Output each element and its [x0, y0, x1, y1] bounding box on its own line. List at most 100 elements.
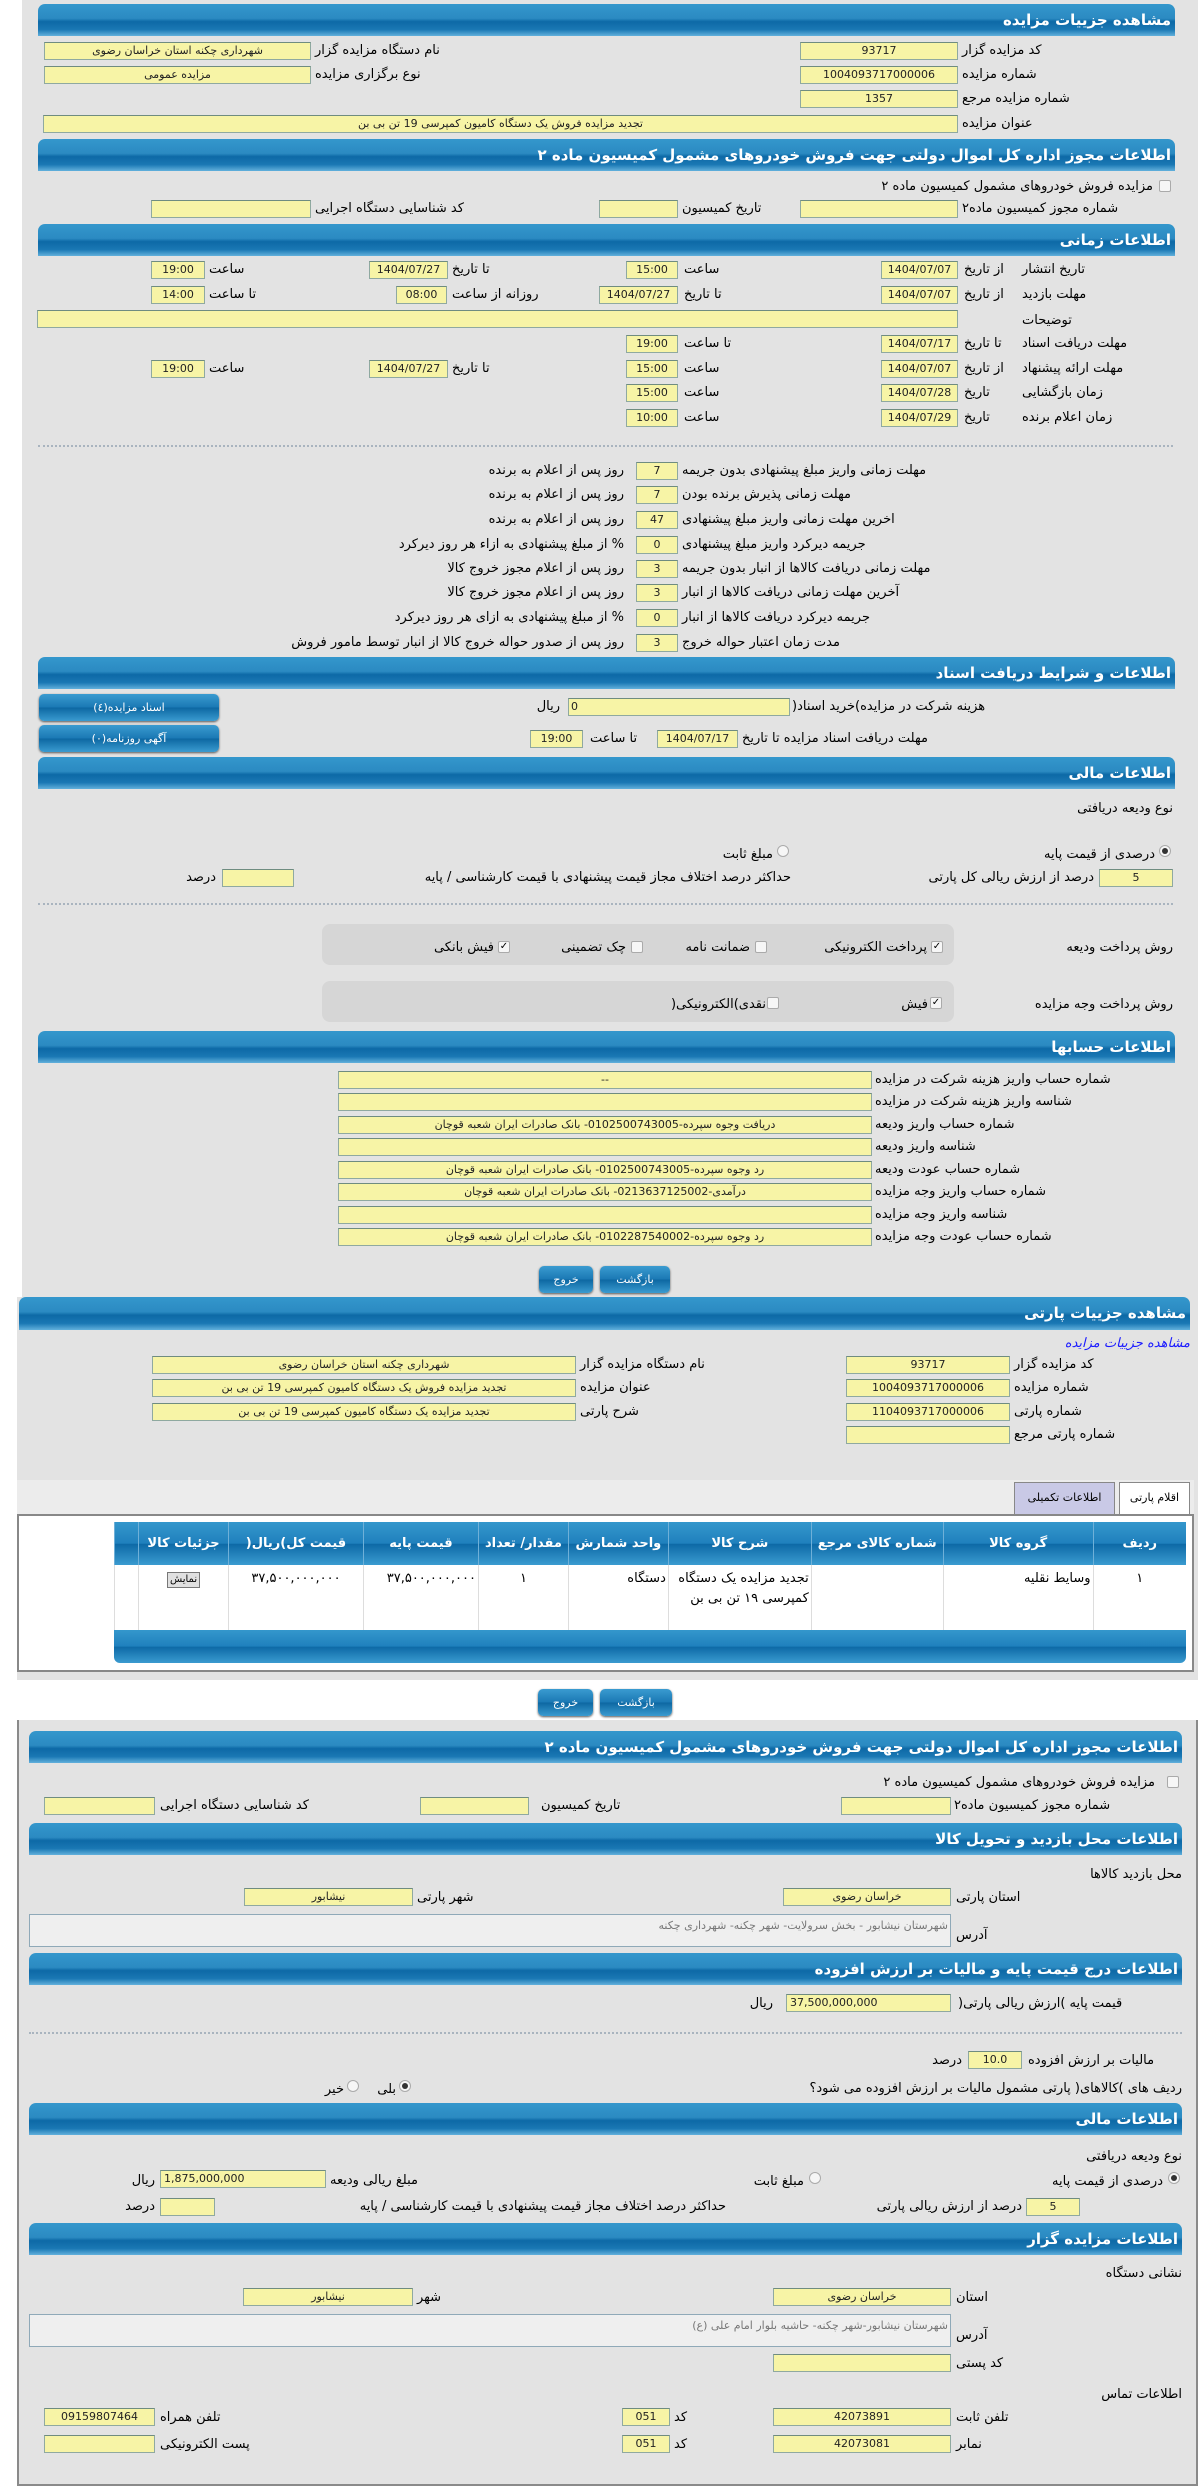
type-field[interactable]: مزایده عمومی — [44, 66, 311, 84]
mobile-field[interactable]: 09159807464 — [44, 2408, 155, 2426]
docs-to-field[interactable]: 1404/07/17 — [881, 335, 958, 353]
city-field[interactable]: نیشابور — [243, 2288, 413, 2306]
commission-date-field[interactable] — [599, 200, 678, 218]
doc-deadline-field[interactable]: 1404/07/17 — [657, 730, 738, 748]
visit-daily-to-field[interactable]: 14:00 — [151, 286, 205, 304]
offer-to-field[interactable]: 1404/07/27 — [369, 360, 448, 378]
permit2-checkbox[interactable] — [1167, 1776, 1179, 1788]
winner-time-field[interactable]: 10:00 — [626, 409, 678, 427]
org-field[interactable]: شهرداری چکنه استان خراسان رضوی — [44, 42, 311, 60]
visit-to-field[interactable]: 1404/07/27 — [599, 286, 678, 304]
max-diff-field[interactable] — [222, 869, 294, 887]
code-field[interactable]: 93717 — [800, 42, 958, 60]
deadline-field[interactable]: 0 — [636, 609, 678, 627]
permit-checkbox[interactable] — [1159, 180, 1171, 192]
vat-yes-radio[interactable] — [399, 2080, 411, 2092]
party-ref-field[interactable] — [846, 1426, 1010, 1444]
auction-docs-button[interactable]: اسناد مزایده(٤) — [39, 694, 219, 721]
deadline-field[interactable]: 47 — [636, 511, 678, 529]
back-button[interactable]: بازگشت — [600, 1266, 670, 1293]
electronic-checkbox[interactable]: ✓ — [931, 941, 943, 953]
publish-from-field[interactable]: 1404/07/07 — [881, 261, 958, 279]
auction-details-link[interactable]: مشاهده جزییات مزایده — [1064, 1336, 1190, 1351]
slip-checkbox[interactable]: ✓ — [930, 997, 942, 1009]
percent-radio[interactable] — [1168, 2172, 1180, 2184]
fax-field[interactable]: 42073081 — [773, 2435, 951, 2453]
max-diff-field[interactable] — [160, 2198, 215, 2216]
fixed-radio[interactable] — [777, 845, 789, 857]
tab-party-items[interactable]: اقلام پارتی — [1119, 1482, 1190, 1514]
cash-checkbox[interactable] — [767, 997, 779, 1009]
party-code-field[interactable]: 93717 — [846, 1356, 1010, 1374]
deposit-amount-field[interactable]: 1,875,000,000 — [160, 2170, 326, 2188]
province-field[interactable]: خراسان رضوی — [773, 2288, 951, 2306]
phone-field[interactable]: 42073891 — [773, 2408, 951, 2426]
back-button[interactable]: بازگشت — [600, 1689, 672, 1716]
account-field[interactable]: رد وجوه سپرده-0102287540002- بانک صادرات… — [338, 1228, 872, 1246]
party-province-field[interactable]: خراسان رضوی — [783, 1888, 951, 1906]
party-org-field[interactable]: شهرداری چکنه استان خراسان رضوی — [152, 1356, 576, 1374]
exit-button[interactable]: خروج — [538, 1689, 593, 1716]
deadline-field[interactable]: 0 — [636, 536, 678, 554]
deadline-field[interactable]: 7 — [636, 486, 678, 504]
deadline-field[interactable]: 7 — [636, 462, 678, 480]
fixed-radio[interactable] — [809, 2172, 821, 2184]
offer-to-time-field[interactable]: 19:00 — [151, 360, 205, 378]
party-address-field[interactable]: شهرستان نیشابور - بخش سرولایت- شهر چکنه-… — [29, 1914, 951, 1947]
subject-field[interactable]: تجدید مزایده فروش یک دستگاه کامیون کمپرس… — [43, 115, 958, 133]
newspaper-ads-button[interactable]: آگهی روزنامه(٠) — [39, 725, 219, 752]
permit2-exec-field[interactable] — [44, 1797, 155, 1815]
guarantee-checkbox[interactable] — [755, 941, 767, 953]
offer-from-field[interactable]: 1404/07/07 — [881, 360, 958, 378]
account-field[interactable] — [338, 1206, 872, 1224]
exec-code-field[interactable] — [151, 200, 311, 218]
permit-no-field[interactable] — [800, 200, 958, 218]
show-details-button[interactable]: نمایش — [166, 1572, 201, 1588]
deposit-percent-field[interactable]: 5 — [1099, 869, 1173, 887]
publish-to-time-field[interactable]: 19:00 — [151, 261, 205, 279]
deposit-percent-field[interactable]: 5 — [1026, 2198, 1080, 2216]
bank-slip-checkbox[interactable]: ✓ — [498, 941, 510, 953]
account-field[interactable]: رد وجوه سپرده-0102500743005- بانک صادرات… — [338, 1161, 872, 1179]
tab-extra-info[interactable]: اطلاعات تکمیلی — [1014, 1482, 1115, 1514]
publish-from-time-field[interactable]: 15:00 — [626, 261, 678, 279]
vat-field[interactable]: 10.0 — [968, 2051, 1022, 2069]
party-no-field[interactable]: 1104093717000006 — [846, 1403, 1010, 1421]
party-city-field[interactable]: نیشابور — [244, 1888, 413, 1906]
offer-from-time-field[interactable]: 15:00 — [626, 360, 678, 378]
ref-field[interactable]: 1357 — [800, 90, 958, 108]
permit2-date-field[interactable] — [420, 1797, 529, 1815]
doc-deadline-time-field[interactable]: 19:00 — [530, 730, 583, 748]
party-desc-field[interactable]: تجدید مزایده یک دستگاه کامیون کمپرسی 19 … — [152, 1403, 576, 1421]
phone-code-field[interactable]: 051 — [622, 2408, 670, 2426]
deadline-field[interactable]: 3 — [636, 634, 678, 652]
email-field[interactable] — [44, 2435, 155, 2453]
docs-to-time-field[interactable]: 19:00 — [626, 335, 678, 353]
winner-date-field[interactable]: 1404/07/29 — [881, 409, 958, 427]
account-field[interactable]: -- — [338, 1071, 872, 1089]
address-field[interactable]: شهرستان نیشابور-شهر چکنه- حاشیه بلوار ام… — [29, 2314, 951, 2347]
base-price-field[interactable]: 37,500,000,000 — [786, 1994, 951, 2012]
visit-daily-from-field[interactable]: 08:00 — [396, 286, 447, 304]
exit-button[interactable]: خروج — [539, 1266, 593, 1293]
party-subject-field[interactable]: تجدید مزایده فروش یک دستگاه کامیون کمپرس… — [152, 1379, 576, 1397]
permit2-no-field[interactable] — [841, 1797, 951, 1815]
account-field[interactable] — [338, 1138, 872, 1156]
number-field[interactable]: 1004093717000006 — [800, 66, 958, 84]
deadline-field[interactable]: 3 — [636, 560, 678, 578]
desc-field[interactable] — [37, 310, 958, 328]
percent-radio[interactable] — [1159, 845, 1171, 857]
doc-fee-field[interactable]: 0 — [568, 698, 790, 716]
vat-no-radio[interactable] — [347, 2080, 359, 2092]
visit-from-field[interactable]: 1404/07/07 — [881, 286, 958, 304]
postal-field[interactable] — [773, 2354, 951, 2372]
account-field[interactable]: دریافت وجوه سپرده-0102500743005- بانک صا… — [338, 1116, 872, 1134]
deadline-field[interactable]: 3 — [636, 584, 678, 602]
account-field[interactable]: درآمدی-0213637125002- بانک صادرات ایران … — [338, 1183, 872, 1201]
party-number-field[interactable]: 1004093717000006 — [846, 1379, 1010, 1397]
cheque-checkbox[interactable] — [631, 941, 643, 953]
account-field[interactable] — [338, 1093, 872, 1111]
fax-code-field[interactable]: 051 — [622, 2435, 670, 2453]
opening-time-field[interactable]: 15:00 — [626, 384, 678, 402]
publish-to-field[interactable]: 1404/07/27 — [369, 261, 448, 279]
